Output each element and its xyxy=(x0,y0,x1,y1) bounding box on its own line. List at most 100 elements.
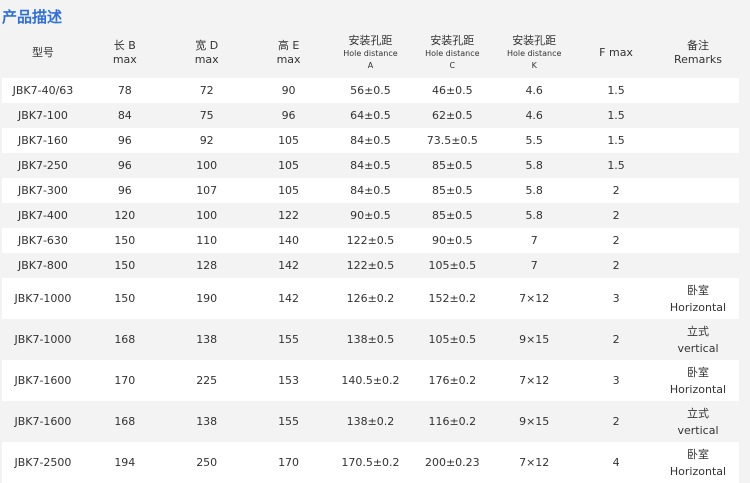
table-cell: 85±0.5 xyxy=(431,184,473,197)
table-cell: 194 xyxy=(114,456,136,469)
remarks-cell: 立式 vertical xyxy=(657,319,739,360)
table-cell: 5.8 xyxy=(525,159,543,172)
table-cell: 150 xyxy=(114,234,136,247)
column-header: 安装孔距 Hole distance K xyxy=(493,28,575,78)
table-cell: 7 xyxy=(530,259,538,272)
table-cell: JBK7-1000 xyxy=(14,333,72,346)
header-text: 长 B xyxy=(113,39,136,52)
table-cell: 84±0.5 xyxy=(350,134,391,147)
table-cell: 176±0.2 xyxy=(428,374,477,387)
table-row: JBK7-1600 170 225 153 140.5±0.2 176±0.2 7×12 3 卧… xyxy=(2,360,739,401)
header-text: C xyxy=(449,61,456,70)
table-cell: 7×12 xyxy=(519,374,550,387)
table-cell: 100 xyxy=(196,209,218,222)
header-text: 备注 xyxy=(687,39,709,52)
table-cell: 122±0.5 xyxy=(346,234,395,247)
table-cell: JBK7-250 xyxy=(17,159,68,172)
table-cell: 190 xyxy=(196,292,218,305)
table-cell: 150 xyxy=(114,292,136,305)
remark-text: 立式 xyxy=(687,406,709,420)
table-cell: 110 xyxy=(196,234,218,247)
remarks-cell xyxy=(657,128,739,153)
table-cell: 1.5 xyxy=(607,134,625,147)
table-cell: 5.5 xyxy=(525,134,543,147)
table-cell: 7 xyxy=(530,234,538,247)
table-cell: 140 xyxy=(278,234,300,247)
header-text: max xyxy=(112,53,137,66)
table-cell: 153 xyxy=(278,374,300,387)
table-cell: 2 xyxy=(612,234,620,247)
table-cell: JBK7-300 xyxy=(17,184,68,197)
table-cell: 225 xyxy=(196,374,218,387)
table-cell: 150 xyxy=(114,259,136,272)
table-cell: 73.5±0.5 xyxy=(426,134,478,147)
remarks-cell xyxy=(657,103,739,128)
header-text: 型号 xyxy=(31,46,54,59)
table-cell: 84 xyxy=(117,109,132,122)
table-cell: 122±0.5 xyxy=(346,259,395,272)
header-text: Remarks xyxy=(674,53,722,66)
table-cell: 105 xyxy=(278,159,300,172)
remarks-cell: 卧室 Horizontal xyxy=(657,278,739,319)
remarks-cell: 卧室 Horizontal xyxy=(657,360,739,401)
table-cell: 84±0.5 xyxy=(350,159,391,172)
table-cell: 155 xyxy=(278,415,300,428)
remarks-cell xyxy=(657,228,739,253)
table-cell: 3 xyxy=(612,292,620,305)
table-cell: 78 xyxy=(117,84,132,97)
table-cell: 90±0.5 xyxy=(431,234,473,247)
table-cell: 2 xyxy=(612,333,620,346)
table-cell: 56±0.5 xyxy=(350,84,391,97)
table-cell: 126±0.2 xyxy=(346,292,395,305)
table-cell: 46±0.5 xyxy=(431,84,473,97)
header-text: Hole distance xyxy=(506,49,562,58)
remarks-cell xyxy=(657,153,739,178)
table-cell: 105±0.5 xyxy=(428,259,477,272)
header-text: A xyxy=(367,61,374,70)
table-cell: JBK7-40/63 xyxy=(12,84,74,97)
table-cell: 96 xyxy=(117,159,132,172)
table-cell: 96 xyxy=(117,134,132,147)
table-cell: 62±0.5 xyxy=(431,109,473,122)
table-cell: 138±0.2 xyxy=(346,415,395,428)
table-row: JBK7-160 96 92 105 84±0.5 73.5±0.5 5.5 1.5 xyxy=(2,128,739,153)
table-cell: 3 xyxy=(612,374,620,387)
table-row: JBK7-1000 168 138 155 138±0.5 105±0.5 9×15 2 立式 v… xyxy=(2,319,739,360)
table-cell: 122 xyxy=(278,209,300,222)
table-cell: 2 xyxy=(612,184,620,197)
table-cell: 7×12 xyxy=(519,292,550,305)
table-cell: 2 xyxy=(612,259,620,272)
table-cell: 90±0.5 xyxy=(350,209,391,222)
remarks-cell: 卧室 Horizontal xyxy=(657,442,739,483)
table-cell: JBK7-2500 xyxy=(14,456,72,469)
table-cell: 170 xyxy=(114,374,136,387)
table-cell: 105 xyxy=(278,134,300,147)
table-cell: 1.5 xyxy=(607,159,625,172)
header-text: 高 E xyxy=(277,39,300,52)
table-cell: 170 xyxy=(278,456,300,469)
remark-text: vertical xyxy=(677,423,719,437)
remark-text: Horizontal xyxy=(669,300,727,314)
table-cell: 142 xyxy=(278,292,300,305)
table-cell: 4 xyxy=(612,456,620,469)
table-cell: 128 xyxy=(196,259,218,272)
table-cell: 200±0.23 xyxy=(424,456,480,469)
table-cell: 4.6 xyxy=(525,84,543,97)
table-cell: 105±0.5 xyxy=(428,333,477,346)
table-cell: 2 xyxy=(612,415,620,428)
column-header: F max xyxy=(575,28,657,78)
remarks-cell xyxy=(657,253,739,278)
remarks-cell xyxy=(657,203,739,228)
remark-text: 卧室 xyxy=(687,283,709,297)
table-cell: JBK7-400 xyxy=(17,209,68,222)
remarks-cell xyxy=(657,78,739,103)
table-cell: 105 xyxy=(278,184,300,197)
remark-text: vertical xyxy=(677,341,719,355)
table-cell: 138±0.5 xyxy=(346,333,395,346)
table-cell: 140.5±0.2 xyxy=(341,374,400,387)
table-cell: 75 xyxy=(199,109,214,122)
